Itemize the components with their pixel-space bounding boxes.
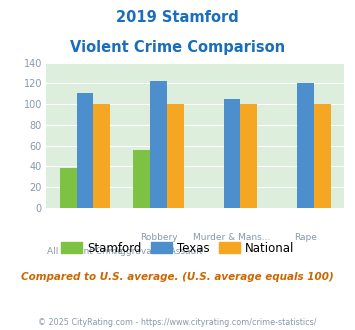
Bar [93,104,110,208]
Bar [60,169,77,208]
Bar [133,150,150,208]
Text: All Violent Crime: All Violent Crime [47,247,123,256]
Legend: Stamford, Texas, National: Stamford, Texas, National [56,237,299,259]
Bar [314,104,331,208]
Bar [167,104,184,208]
Text: Aggravated Assault: Aggravated Assault [114,247,203,256]
Text: Violent Crime Comparison: Violent Crime Comparison [70,40,285,54]
Text: 2019 Stamford: 2019 Stamford [116,10,239,25]
Text: © 2025 CityRating.com - https://www.cityrating.com/crime-statistics/: © 2025 CityRating.com - https://www.city… [38,318,317,327]
Text: Robbery: Robbery [140,233,178,242]
Text: Rape: Rape [294,233,317,242]
Bar [150,82,167,208]
Bar [297,83,314,208]
Text: Murder & Mans...: Murder & Mans... [193,233,271,242]
Bar [224,99,240,208]
Bar [77,93,93,208]
Text: Compared to U.S. average. (U.S. average equals 100): Compared to U.S. average. (U.S. average … [21,272,334,282]
Bar [240,104,257,208]
